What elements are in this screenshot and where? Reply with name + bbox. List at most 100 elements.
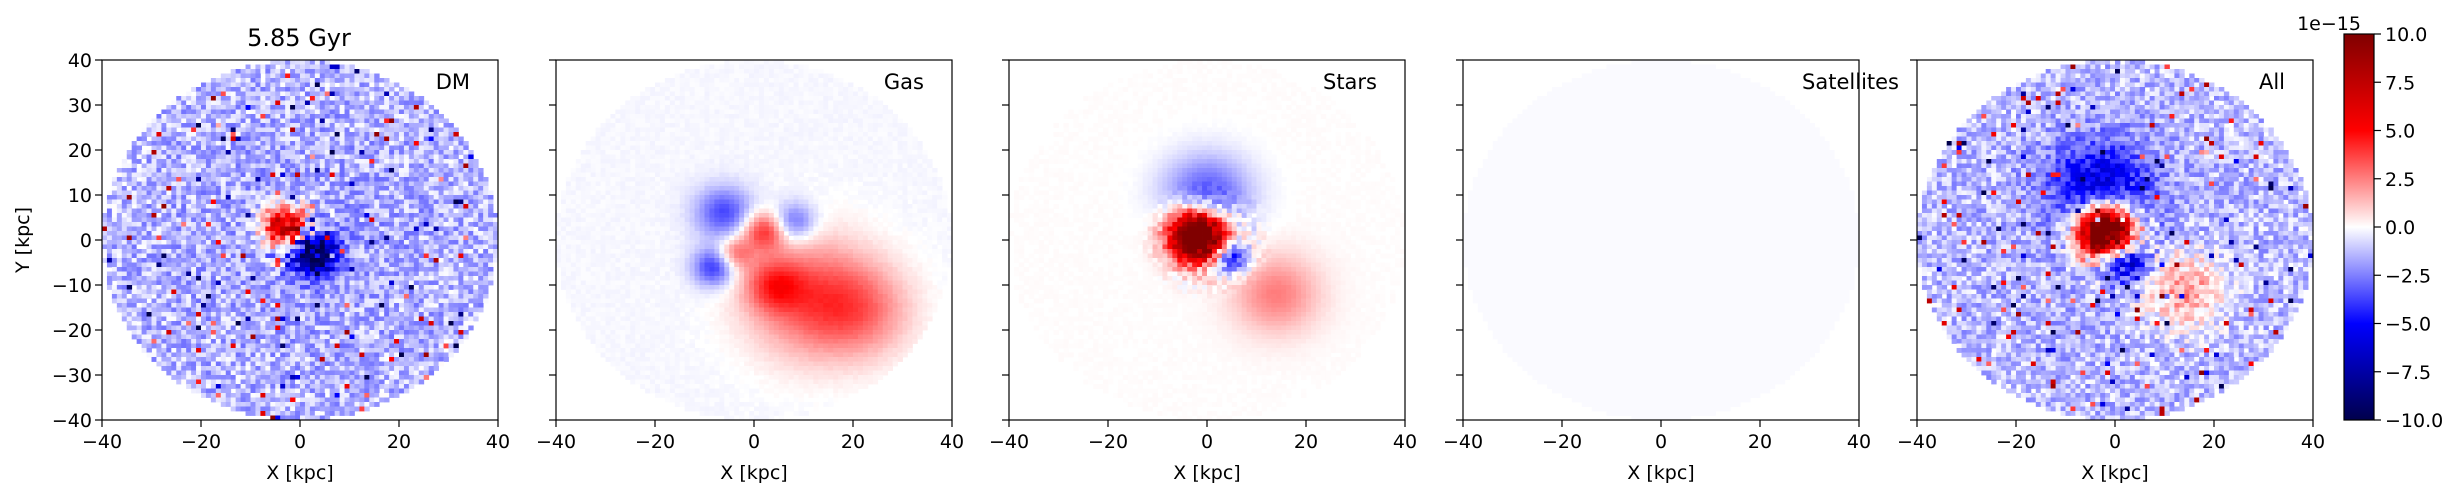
heatmap-cell — [156, 159, 161, 164]
heatmap-cell — [176, 137, 181, 142]
heatmap-cell — [444, 258, 449, 263]
heatmap-cell — [285, 335, 290, 340]
heatmap-cell — [389, 128, 394, 133]
heatmap-cell — [305, 114, 310, 119]
heatmap-cell — [439, 168, 444, 173]
heatmap-cell — [409, 308, 414, 313]
heatmap-cell — [429, 294, 434, 299]
heatmap-cell — [152, 213, 157, 218]
heatmap-cell — [251, 74, 256, 79]
heatmap-cell — [350, 119, 355, 124]
heatmap-cell — [290, 191, 295, 196]
heatmap-cell — [142, 281, 147, 286]
heatmap-cell — [231, 177, 236, 182]
heatmap-cell — [359, 177, 364, 182]
heatmap-cell — [354, 299, 359, 304]
heatmap-cell — [132, 290, 137, 295]
heatmap-cell — [364, 87, 369, 92]
heatmap-cell — [399, 222, 404, 227]
heatmap-cell — [285, 146, 290, 151]
heatmap-cell — [419, 150, 424, 155]
heatmap-cell — [409, 281, 414, 286]
heatmap-cell — [384, 267, 389, 272]
heatmap-cell — [196, 92, 201, 97]
heatmap-cell — [419, 299, 424, 304]
heatmap-cell — [359, 87, 364, 92]
heatmap-cell — [320, 326, 325, 331]
heatmap-cell — [369, 249, 374, 254]
heatmap-cell — [226, 159, 231, 164]
heatmap-cell — [102, 249, 107, 254]
heatmap-cell — [429, 204, 434, 209]
heatmap-cell — [424, 159, 429, 164]
heatmap-cell — [201, 299, 206, 304]
heatmap-cell — [236, 312, 241, 317]
heatmap-cell — [260, 101, 265, 106]
heatmap-cell — [275, 240, 280, 245]
heatmap-cell — [275, 132, 280, 137]
heatmap-cell — [186, 236, 191, 241]
heatmap-cell — [345, 123, 350, 128]
heatmap-cell — [186, 114, 191, 119]
heatmap-cell — [147, 182, 152, 187]
heatmap-cell — [265, 150, 270, 155]
heatmap-cell — [270, 105, 275, 110]
heatmap-cell — [201, 150, 206, 155]
heatmap-cell — [350, 137, 355, 142]
heatmap-cell — [166, 240, 171, 245]
heatmap-cell — [350, 87, 355, 92]
heatmap-cell — [251, 146, 256, 151]
heatmap-cell — [186, 92, 191, 97]
heatmap-cell — [379, 186, 384, 191]
heatmap-cell — [142, 195, 147, 200]
heatmap-cell — [374, 326, 379, 331]
heatmap-cell — [275, 299, 280, 304]
heatmap-cell — [399, 227, 404, 232]
heatmap-cell — [260, 312, 265, 317]
heatmap-cell — [359, 105, 364, 110]
heatmap-cell — [374, 155, 379, 160]
heatmap-cell — [310, 326, 315, 331]
heatmap-cell — [181, 272, 186, 277]
heatmap-cell — [270, 204, 275, 209]
heatmap-cell — [117, 173, 122, 178]
heatmap-cell — [201, 344, 206, 349]
heatmap-cell — [112, 218, 117, 223]
heatmap-cell — [369, 132, 374, 137]
heatmap-cell — [191, 209, 196, 214]
heatmap-cell — [354, 326, 359, 331]
heatmap-cell — [127, 168, 132, 173]
heatmap-cell — [166, 285, 171, 290]
heatmap-cell — [186, 200, 191, 205]
heatmap-cell — [429, 105, 434, 110]
heatmap-cell — [102, 258, 107, 263]
heatmap-cell — [379, 105, 384, 110]
heatmap-cell — [359, 141, 364, 146]
heatmap-cell — [389, 317, 394, 322]
heatmap-cell — [186, 191, 191, 196]
heatmap-cell — [137, 285, 142, 290]
heatmap-cell — [137, 308, 142, 313]
heatmap-cell — [290, 173, 295, 178]
heatmap-cell — [483, 236, 488, 241]
heatmap-cell — [147, 218, 152, 223]
heatmap-cell — [399, 317, 404, 322]
heatmap-cell — [241, 74, 246, 79]
heatmap-cell — [171, 236, 176, 241]
heatmap-cell — [414, 204, 419, 209]
heatmap-cell — [364, 146, 369, 151]
heatmap-cell — [335, 119, 340, 124]
heatmap-cell — [483, 240, 488, 245]
heatmap-cell — [161, 267, 166, 272]
heatmap-cell — [196, 276, 201, 281]
heatmap-cell — [473, 209, 478, 214]
heatmap-cell — [444, 195, 449, 200]
heatmap-cell — [429, 168, 434, 173]
heatmap-cell — [340, 105, 345, 110]
heatmap-cell — [345, 209, 350, 214]
heatmap-cell — [226, 294, 231, 299]
heatmap-cell — [300, 308, 305, 313]
heatmap-cell — [300, 150, 305, 155]
heatmap-cell — [364, 110, 369, 115]
heatmap-cell — [424, 155, 429, 160]
